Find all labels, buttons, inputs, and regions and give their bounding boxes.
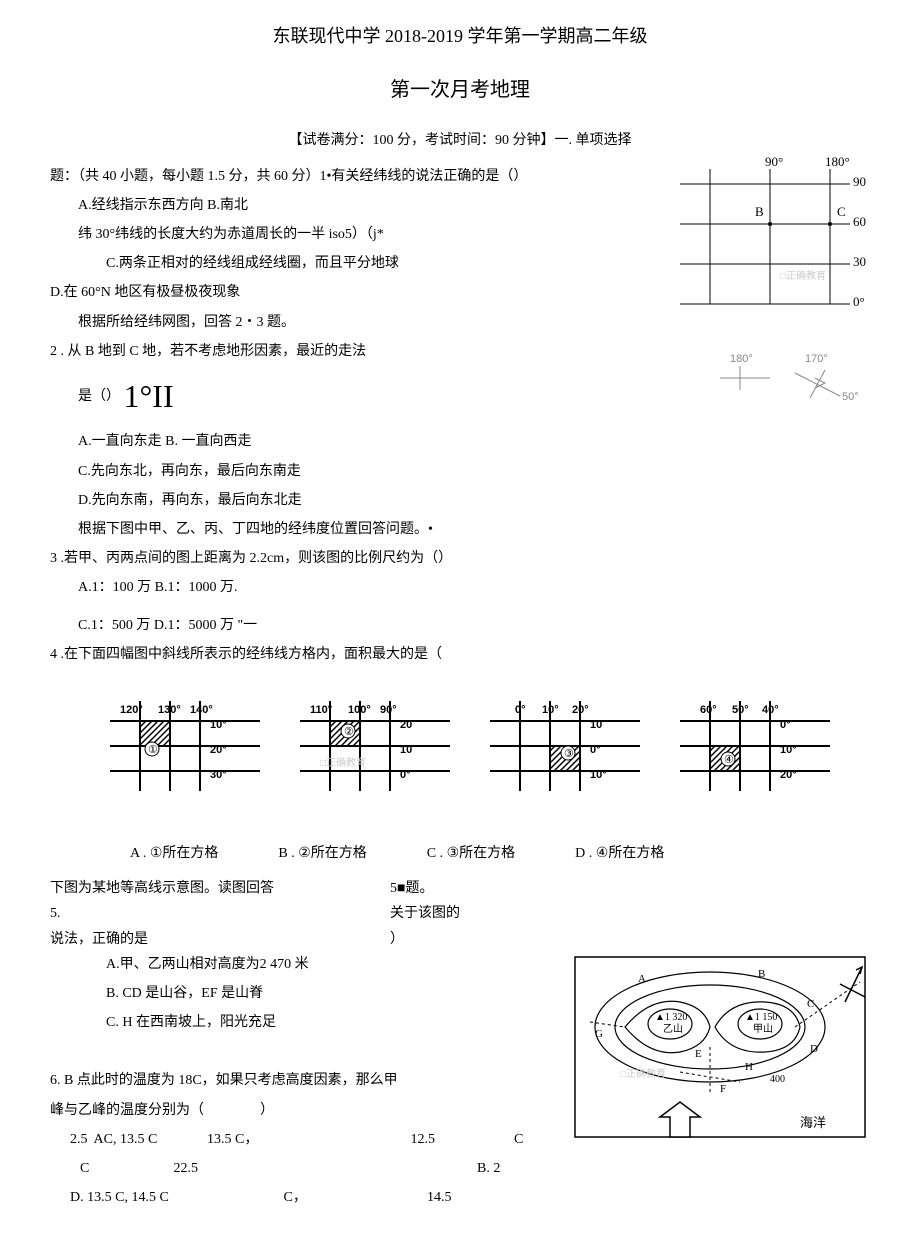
sub-title: 第一次月考地理 <box>50 72 870 108</box>
svg-text:30: 30 <box>853 254 866 269</box>
svg-text:□正确教育: □正确教育 <box>780 269 826 282</box>
figure-small-cross: 180° 170° 50° <box>710 348 870 418</box>
figure-contour-map: ▲1 320 乙山 ▲1 150 甲山 A B C D E F G H 400 … <box>570 952 870 1142</box>
svg-text:120°: 120° <box>120 704 143 716</box>
svg-text:甲山: 甲山 <box>753 1023 773 1035</box>
svg-text:90°: 90° <box>380 704 397 716</box>
svg-text:B: B <box>758 968 765 980</box>
svg-text:50°: 50° <box>842 391 859 403</box>
svg-text:60°: 60° <box>700 704 717 716</box>
svg-text:G: G <box>595 1028 603 1040</box>
q5-num: 5. <box>50 901 390 926</box>
svg-text:0°: 0° <box>515 704 526 716</box>
q6-row2: C 22.5 B. 2 <box>50 1156 870 1181</box>
q5-intro-left: 下图为某地等高线示意图。读图回答 <box>50 876 390 901</box>
svg-text:60: 60 <box>853 214 866 229</box>
svg-text:20°: 20° <box>572 704 589 716</box>
svg-text:C: C <box>807 998 814 1010</box>
svg-text:H: H <box>745 1061 753 1073</box>
main-title: 东联现代中学 2018-2019 学年第一学期高二年级 <box>50 20 870 52</box>
q4-stem: 4 .在下面四幅图中斜线所表示的经纬线方格内，面积最大的是（ <box>50 642 870 667</box>
svg-text:20°: 20° <box>780 769 797 781</box>
svg-text:A: A <box>638 973 646 985</box>
q2-big-text: 1°II <box>124 378 174 414</box>
q5-mid: 关于该图的 <box>390 901 460 926</box>
q5-l2: 说法，正确的是 <box>50 927 390 952</box>
q3-stem: 3 .若甲、丙两点间的图上距离为 2.2cm，则该图的比例尺约为（） <box>50 546 870 571</box>
svg-text:0°: 0° <box>780 719 791 731</box>
svg-text:E: E <box>695 1048 702 1060</box>
q2-opt-a: A.一直向东走 B. 一直向西走 <box>50 429 870 454</box>
svg-text:10°: 10° <box>780 744 797 756</box>
q2-note: 根据下图中甲、乙、丙、丁四地的经纬度位置回答问题。• <box>50 517 870 542</box>
svg-text:10: 10 <box>400 744 412 756</box>
svg-text:②: ② <box>344 726 354 738</box>
svg-text:140°: 140° <box>190 704 213 716</box>
svg-text:F: F <box>720 1083 726 1095</box>
grid-fig-1: 120° 130° 140° 10° 20° 30° ① <box>110 691 260 801</box>
svg-text:10°: 10° <box>590 769 607 781</box>
grid-fig-4: 60° 50° 40° 0° 10° 20° ④ <box>680 691 830 801</box>
svg-text:10: 10 <box>590 719 602 731</box>
q2-opt-d: D.先向东南，再向东，最后向东北走 <box>50 488 870 513</box>
q5-r2: ） <box>390 927 404 952</box>
q4-opt-b: B . ②所在方格 <box>278 841 366 866</box>
svg-text:180°: 180° <box>825 154 850 169</box>
exam-meta: 【试卷满分：100 分，考试时间：90 分钟】一. 单项选择 <box>50 128 870 153</box>
svg-text:海洋: 海洋 <box>800 1115 826 1130</box>
svg-text:□正确教育: □正确教育 <box>620 1067 666 1080</box>
svg-text:▲1 150: ▲1 150 <box>745 1012 777 1023</box>
svg-text:400: 400 <box>770 1074 785 1085</box>
q4-options: A . ①所在方格 B . ②所在方格 C . ③所在方格 D . ④所在方格 <box>130 841 870 866</box>
q5-intro-right: 5■题。 <box>390 876 433 901</box>
svg-text:20°: 20° <box>210 744 227 756</box>
svg-text:170°: 170° <box>805 353 828 365</box>
svg-text:B: B <box>755 204 764 219</box>
q6-row3: D. 13.5 C, 14.5 C C， 14.5 <box>50 1185 870 1210</box>
svg-text:110°: 110° <box>310 704 332 716</box>
svg-text:50°: 50° <box>732 704 749 716</box>
q4-opt-d: D . ④所在方格 <box>575 841 664 866</box>
svg-text:0°: 0° <box>400 769 411 781</box>
q4-opt-c: C . ③所在方格 <box>427 841 515 866</box>
svg-text:□正确教育: □正确教育 <box>320 756 366 769</box>
grid-figures-row: 120° 130° 140° 10° 20° 30° ① 110° 100° 9… <box>110 691 870 801</box>
q3-opt-ab: A.1：100 万 B.1：1000 万. <box>50 575 870 600</box>
svg-text:10°: 10° <box>542 704 559 716</box>
svg-text:①: ① <box>148 744 158 756</box>
grid-fig-3: 0° 10° 20° 10 0° 10° ③ <box>490 691 640 801</box>
svg-text:0°: 0° <box>853 294 865 309</box>
svg-text:90: 90 <box>853 174 866 189</box>
q4-opt-a: A . ①所在方格 <box>130 841 218 866</box>
svg-text:30°: 30° <box>210 769 227 781</box>
svg-text:20: 20 <box>400 719 412 731</box>
svg-text:10°: 10° <box>210 719 227 731</box>
svg-text:130°: 130° <box>158 704 181 716</box>
svg-text:100°: 100° <box>348 704 371 716</box>
figure-bc-grid: 90° 180° 90 60 30 0° B C □正确教育 <box>660 154 870 314</box>
svg-text:180°: 180° <box>730 353 753 365</box>
svg-text:90°: 90° <box>765 154 783 169</box>
svg-text:C: C <box>837 204 846 219</box>
q2-opt-c: C.先向东北，再向东，最后向东南走 <box>50 459 870 484</box>
svg-text:▲1 320: ▲1 320 <box>655 1012 687 1023</box>
svg-text:0°: 0° <box>590 744 601 756</box>
svg-text:乙山: 乙山 <box>663 1023 683 1035</box>
svg-text:④: ④ <box>724 754 734 766</box>
svg-text:③: ③ <box>564 748 574 760</box>
q3-opt-cd: C.1：500 万 D.1：5000 万 "一 <box>50 613 870 638</box>
svg-text:D: D <box>810 1043 818 1055</box>
grid-fig-2: 110° 100° 90° 20 10 0° ② □正确教育 <box>300 691 450 801</box>
svg-text:40°: 40° <box>762 704 779 716</box>
